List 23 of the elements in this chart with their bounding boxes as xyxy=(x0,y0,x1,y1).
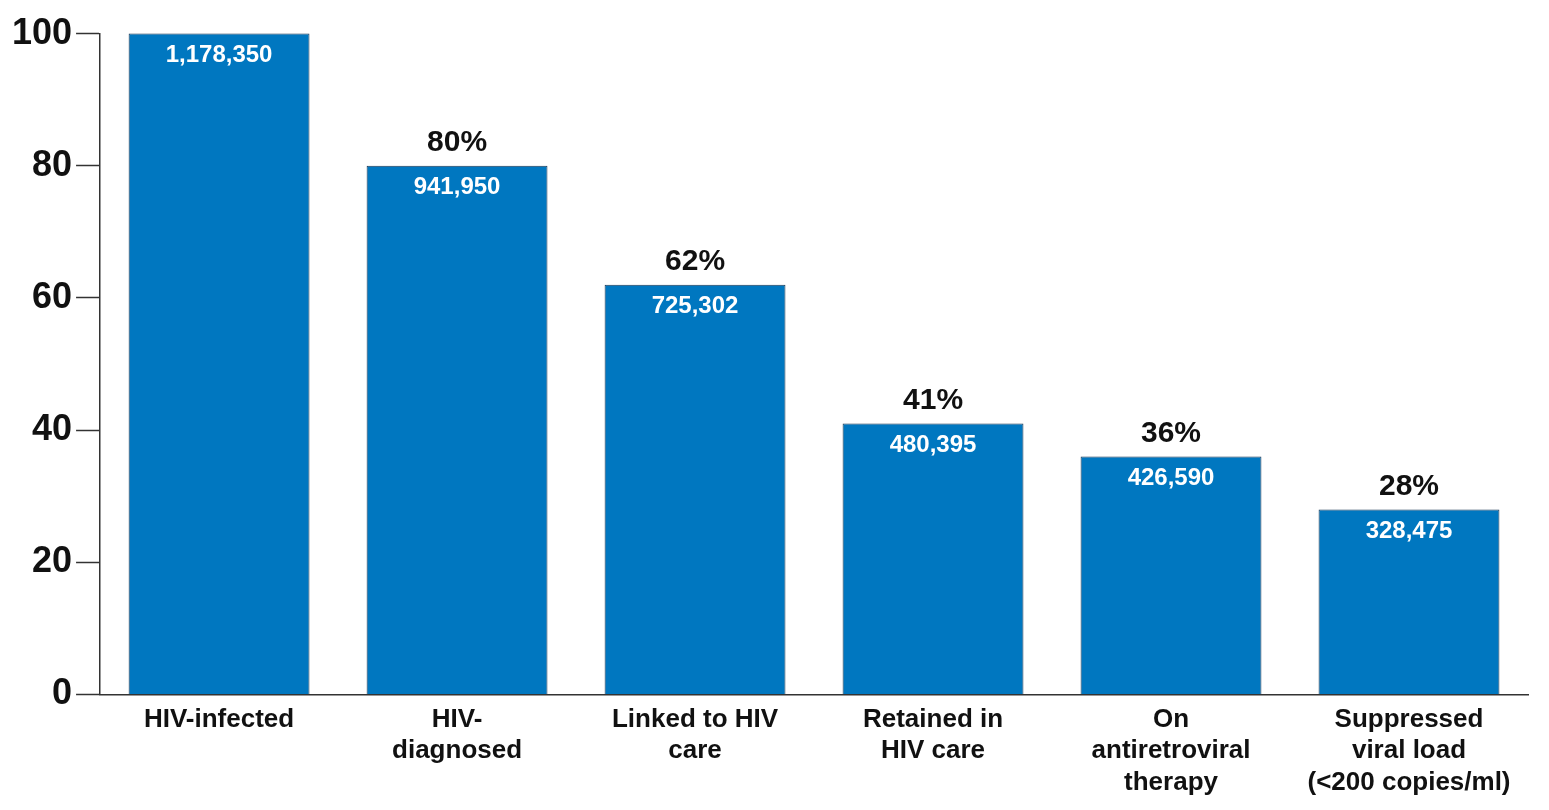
x-tick-label: Suppressed viral load (<200 copies/ml) xyxy=(1307,703,1511,796)
annotation: 328,475 xyxy=(1365,516,1453,543)
annotation: 941,950 xyxy=(413,172,501,200)
annotation: 480,395 xyxy=(889,430,977,458)
x-tick-label: Linked to HIV care xyxy=(611,703,779,765)
annotation: 1,178,350 xyxy=(165,40,273,68)
annotation: 426,590 xyxy=(1127,463,1215,491)
y-tick-label: 0 xyxy=(52,671,73,713)
y-tick-label: 80 xyxy=(32,142,73,184)
y-tick-label: 40 xyxy=(32,407,73,448)
annotation: 725,302 xyxy=(651,291,739,319)
x-tick-label: HIV- diagnosed xyxy=(392,703,523,765)
x-tick-label: Retained in HIV care xyxy=(862,703,1004,765)
x-tick-label: HIV-infected xyxy=(143,703,295,734)
data-label: 41% xyxy=(903,381,964,415)
data-label: 28% xyxy=(1378,467,1440,501)
y-tick-label: 100 xyxy=(11,10,73,52)
data-label: 80% xyxy=(427,124,488,158)
x-tick-label: On antiretroviral therapy xyxy=(1091,703,1251,796)
data-label: 62% xyxy=(665,242,726,276)
data-label: 36% xyxy=(1140,414,1202,448)
y-tick-label: 60 xyxy=(32,274,73,316)
y-tick-label: 20 xyxy=(32,539,73,581)
